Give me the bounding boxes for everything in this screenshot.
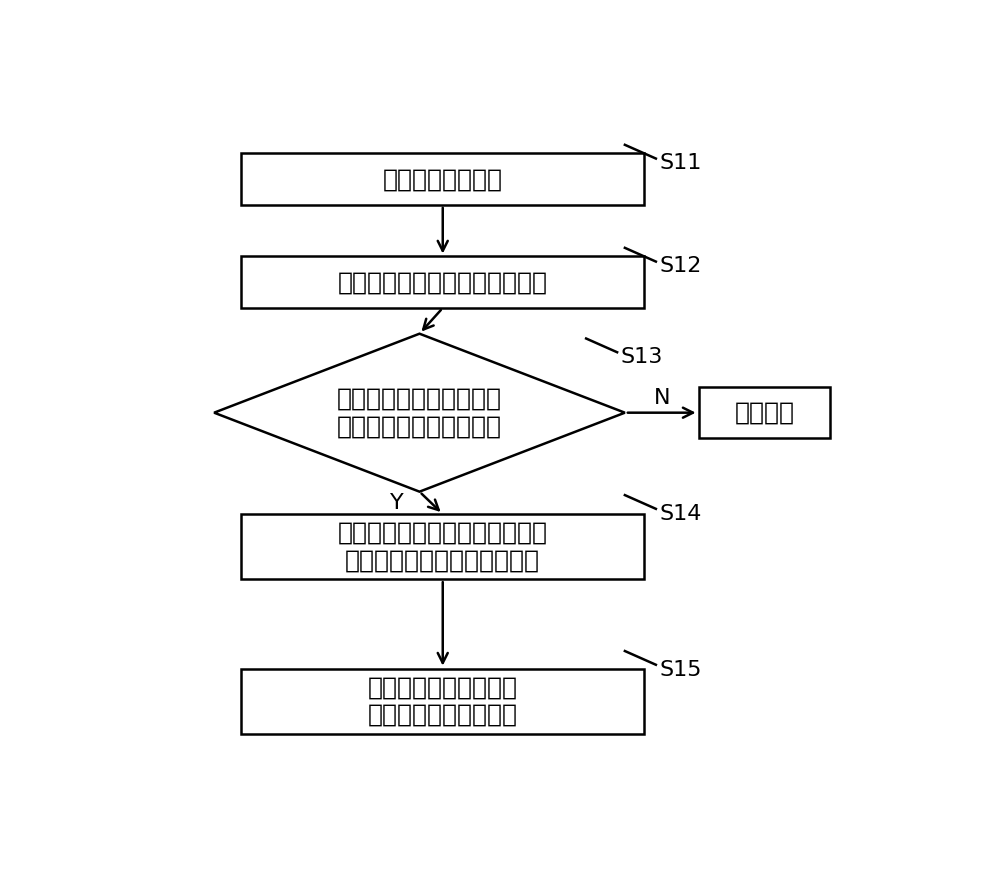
FancyBboxPatch shape bbox=[241, 514, 644, 579]
FancyBboxPatch shape bbox=[241, 153, 644, 205]
Text: S15: S15 bbox=[660, 659, 702, 680]
FancyBboxPatch shape bbox=[241, 256, 644, 308]
Text: S13: S13 bbox=[621, 347, 663, 367]
FancyBboxPatch shape bbox=[698, 387, 830, 439]
Text: 基于第一请求信息确定请求状态: 基于第一请求信息确定请求状态 bbox=[338, 270, 548, 294]
Text: S11: S11 bbox=[660, 153, 702, 173]
Text: S14: S14 bbox=[660, 504, 702, 524]
Text: 接收第一请求信息: 接收第一请求信息 bbox=[383, 167, 503, 191]
FancyBboxPatch shape bbox=[241, 668, 644, 734]
Text: 对第一请求信息形成当前时刻的
时间戳，以得到第二请求信息: 对第一请求信息形成当前时刻的 时间戳，以得到第二请求信息 bbox=[338, 521, 548, 573]
Text: N: N bbox=[653, 387, 670, 408]
Text: Y: Y bbox=[390, 493, 404, 513]
Polygon shape bbox=[214, 334, 625, 491]
Text: S12: S12 bbox=[660, 256, 702, 277]
Text: 其他操作: 其他操作 bbox=[734, 401, 794, 425]
Text: 判断第一请求信息对应的
请求状态是否为状态请求: 判断第一请求信息对应的 请求状态是否为状态请求 bbox=[337, 387, 502, 439]
Text: 将第二请求信息发送至
第一预设无状态服务器: 将第二请求信息发送至 第一预设无状态服务器 bbox=[368, 675, 518, 727]
